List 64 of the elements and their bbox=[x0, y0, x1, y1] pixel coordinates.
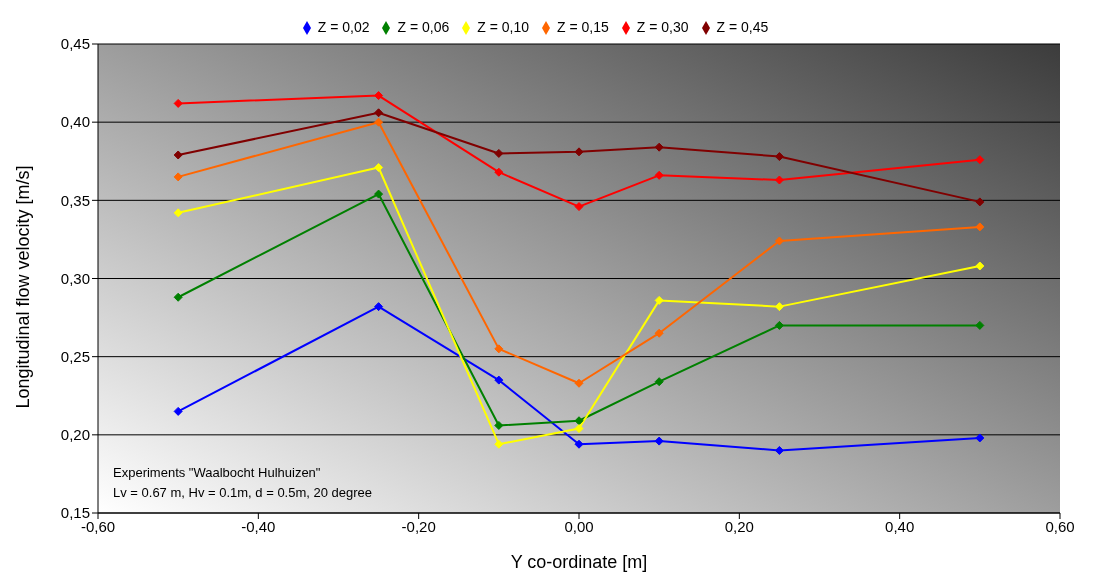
point bbox=[774, 445, 784, 455]
point bbox=[654, 170, 664, 180]
point bbox=[774, 236, 784, 246]
x-tick-label: -0,40 bbox=[241, 517, 276, 535]
point bbox=[374, 163, 384, 172]
legend-label: Z = 0,10 bbox=[477, 19, 529, 35]
point bbox=[774, 175, 784, 185]
point bbox=[654, 142, 664, 152]
x-tick-label: 0,20 bbox=[724, 517, 754, 535]
legend-label: Z = 0,02 bbox=[317, 19, 370, 35]
point bbox=[774, 320, 784, 330]
point bbox=[574, 378, 584, 388]
x-axis-title: Y co-ordinate [m] bbox=[510, 552, 648, 572]
x-tick-label: 0,40 bbox=[885, 517, 915, 535]
point bbox=[975, 155, 985, 165]
legend-label: Z = 0,30 bbox=[636, 19, 689, 35]
annotation: Lv = 0.67 m, Hv = 0.1m, d = 0.5m, 20 degree bbox=[113, 484, 373, 502]
point bbox=[374, 189, 384, 199]
point bbox=[774, 152, 784, 162]
point bbox=[574, 202, 584, 212]
legend-label: Z = 0,45 bbox=[716, 19, 769, 35]
y-tick-label: 0,25 bbox=[60, 347, 90, 365]
point bbox=[574, 147, 584, 157]
point bbox=[374, 91, 384, 101]
point bbox=[173, 172, 183, 182]
point bbox=[975, 433, 985, 443]
point bbox=[654, 295, 664, 305]
point bbox=[173, 208, 183, 218]
point bbox=[654, 377, 664, 387]
annotation: Experiments "Waalbocht Hulhuizen" bbox=[113, 464, 322, 482]
point bbox=[574, 424, 584, 434]
point bbox=[173, 150, 183, 160]
y-tick-label: 0,35 bbox=[60, 191, 90, 209]
point bbox=[654, 328, 664, 338]
point bbox=[574, 439, 584, 449]
point bbox=[574, 416, 584, 426]
point bbox=[494, 420, 504, 430]
y-tick-label: 0,40 bbox=[60, 113, 90, 131]
point bbox=[654, 436, 664, 446]
point bbox=[173, 98, 183, 108]
point bbox=[173, 406, 183, 416]
y-tick-label: 0,30 bbox=[60, 269, 90, 287]
point bbox=[374, 117, 384, 127]
y-axis-title: Longitudinal flow velocity [m/s] bbox=[13, 165, 34, 409]
point bbox=[374, 108, 384, 118]
point bbox=[975, 222, 985, 232]
point bbox=[494, 344, 504, 354]
y-tick-label: 0,20 bbox=[60, 426, 90, 444]
point bbox=[494, 167, 504, 177]
point bbox=[173, 292, 183, 302]
legend-label: Z = 0,15 bbox=[557, 19, 609, 35]
point bbox=[494, 148, 504, 158]
x-tick-label: 0,00 bbox=[564, 517, 594, 535]
x-tick-label: -0,20 bbox=[401, 517, 436, 535]
point bbox=[374, 302, 384, 312]
point bbox=[975, 320, 985, 330]
y-tick-label: 0,45 bbox=[60, 35, 90, 53]
point bbox=[975, 261, 985, 271]
legend-label: Z = 0,06 bbox=[397, 19, 450, 35]
point bbox=[494, 375, 504, 385]
point bbox=[975, 197, 985, 207]
x-tick-label: 0,60 bbox=[1045, 517, 1075, 535]
point bbox=[494, 439, 504, 449]
point bbox=[774, 302, 784, 312]
